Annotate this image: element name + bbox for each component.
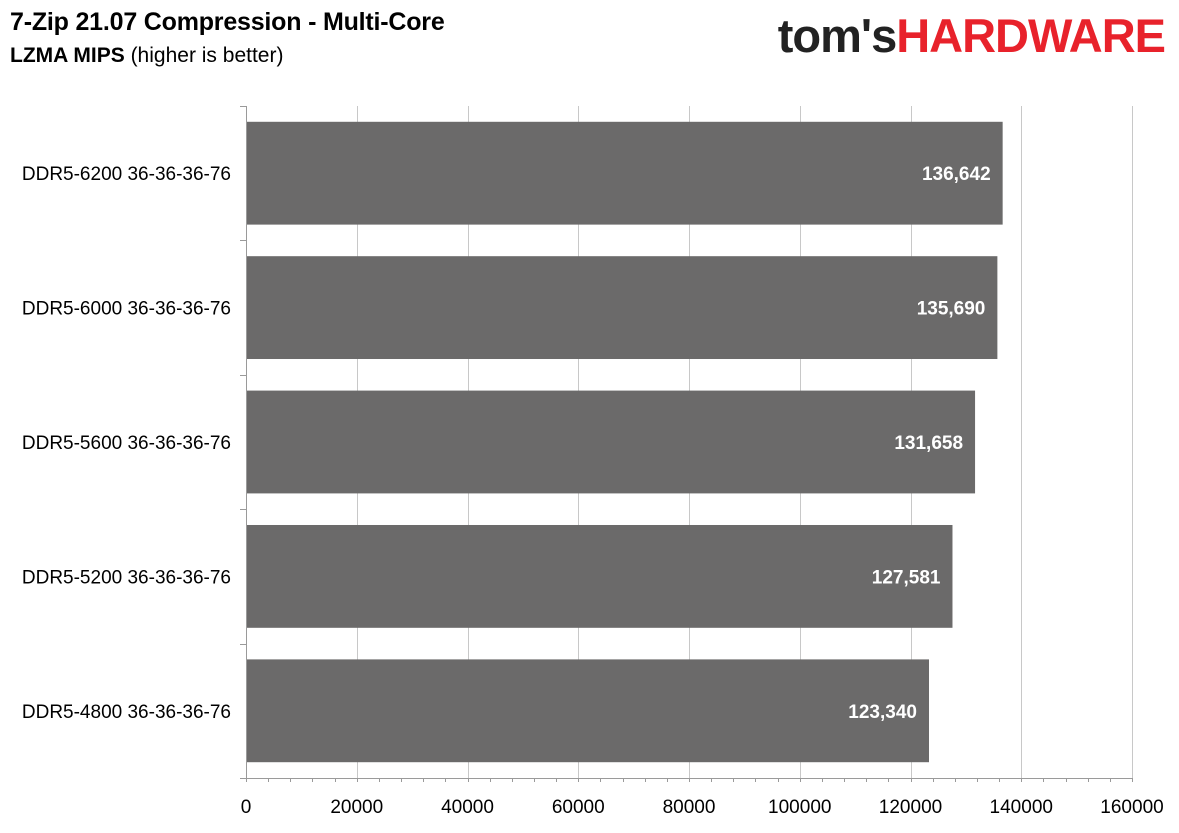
x-tick-label: 80000 [663, 797, 716, 818]
chart-title: 7-Zip 21.07 Compression - Multi-Core [10, 8, 445, 36]
bar [247, 659, 929, 763]
bar [247, 256, 998, 360]
logo-part-hardware: HARDWARE [896, 9, 1166, 62]
bar-value-label: 135,690 [917, 299, 986, 320]
x-tick-label: 60000 [552, 797, 605, 818]
x-tick-label: 0 [241, 797, 252, 818]
x-tick-label: 140000 [990, 797, 1053, 818]
bar-value-label: 123,340 [848, 702, 917, 723]
bar [247, 390, 976, 494]
brand-logo: tom'sHARDWARE [777, 8, 1166, 64]
x-tick-label: 120000 [879, 797, 942, 818]
x-tick-label: 20000 [330, 797, 383, 818]
bar [247, 121, 1003, 225]
bar-value-label: 136,642 [922, 164, 991, 185]
bar-value-label: 127,581 [872, 567, 941, 588]
bar-value-label: 131,658 [894, 433, 963, 454]
x-tick-label: 100000 [768, 797, 831, 818]
x-tick-label: 160000 [1100, 797, 1163, 818]
chart-subtitle: LZMA MIPS (higher is better) [10, 44, 283, 68]
category-label: DDR5-6000 36-36-36-76 [22, 299, 231, 320]
subtitle-note: (higher is better) [130, 44, 284, 67]
category-label: DDR5-4800 36-36-36-76 [22, 702, 231, 723]
logo-part-toms: tom's [777, 9, 897, 62]
category-label: DDR5-5600 36-36-36-76 [22, 433, 231, 454]
subtitle-metric: LZMA MIPS [10, 44, 125, 67]
category-label: DDR5-6200 36-36-36-76 [22, 164, 231, 185]
x-tick-label: 40000 [441, 797, 494, 818]
bar [247, 524, 953, 628]
category-label: DDR5-5200 36-36-36-76 [22, 567, 231, 588]
